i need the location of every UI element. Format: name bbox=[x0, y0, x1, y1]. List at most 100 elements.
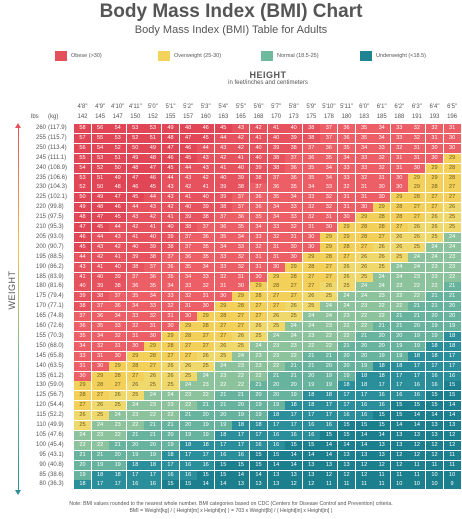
bmi-cell: 52 bbox=[126, 133, 144, 143]
bmi-cell: 29 bbox=[443, 153, 461, 163]
bmi-cell: 19 bbox=[338, 371, 355, 381]
bmi-cell: 19 bbox=[320, 381, 338, 391]
bmi-cell: 30 bbox=[443, 133, 461, 143]
bmi-cell: 10 bbox=[390, 480, 408, 490]
bmi-cell: 23 bbox=[426, 272, 443, 282]
bmi-cell: 53 bbox=[74, 173, 91, 183]
bmi-cell: 22 bbox=[91, 440, 109, 450]
bmi-cell: 12 bbox=[426, 450, 443, 460]
bmi-cell: 24 bbox=[109, 411, 127, 421]
bmi-cell: 25 bbox=[91, 411, 109, 421]
bmi-cell: 15 bbox=[267, 450, 285, 460]
arrow-up-icon bbox=[15, 123, 21, 128]
bmi-cell: 41 bbox=[197, 183, 215, 193]
bmi-cell: 12 bbox=[338, 470, 355, 480]
weight-kg-label: (88.5) bbox=[48, 253, 64, 260]
bmi-cell: 18 bbox=[302, 401, 320, 411]
bmi-cell: 24 bbox=[373, 282, 391, 292]
bmi-cell: 33 bbox=[373, 143, 391, 153]
bmi-cell: 24 bbox=[390, 262, 408, 272]
bmi-cell: 52 bbox=[91, 163, 109, 173]
weight-lbs-label: 195 bbox=[35, 253, 46, 260]
bmi-cell: 16 bbox=[355, 411, 373, 421]
bmi-cell: 32 bbox=[232, 262, 250, 272]
bmi-cell: 28 bbox=[408, 193, 426, 203]
bmi-cell: 36 bbox=[126, 282, 144, 292]
bmi-cell: 27 bbox=[285, 292, 303, 302]
bmi-cell: 17 bbox=[443, 361, 461, 371]
bmi-cell: 25 bbox=[443, 213, 461, 223]
bmi-cell: 15 bbox=[250, 450, 267, 460]
bmi-cell: 24 bbox=[267, 331, 285, 341]
bmi-cell: 16 bbox=[373, 391, 391, 401]
bmi-cell: 38 bbox=[250, 173, 267, 183]
bmi-cell: 35 bbox=[162, 272, 179, 282]
bmi-cell: 46 bbox=[179, 143, 197, 153]
bmi-cell: 36 bbox=[197, 232, 215, 242]
height-cm-label: 175 bbox=[306, 114, 317, 120]
bmi-cell: 27 bbox=[91, 391, 109, 401]
height-cm-label: 173 bbox=[288, 114, 299, 120]
bmi-cell: 11 bbox=[443, 460, 461, 470]
bmi-cell: 23 bbox=[162, 401, 179, 411]
bmi-cell: 42 bbox=[109, 242, 127, 252]
bmi-cell: 53 bbox=[91, 153, 109, 163]
bmi-cell: 18 bbox=[302, 391, 320, 401]
bmi-cell: 28 bbox=[197, 322, 215, 332]
bmi-cell: 51 bbox=[91, 173, 109, 183]
bmi-cell: 17 bbox=[285, 411, 303, 421]
bmi-cell: 21 bbox=[426, 292, 443, 302]
bmi-cell: 20 bbox=[162, 430, 179, 440]
bmi-cell: 25 bbox=[109, 401, 127, 411]
bmi-cell: 29 bbox=[250, 282, 267, 292]
bmi-cell: 40 bbox=[109, 262, 127, 272]
bmi-cell: 28 bbox=[302, 262, 320, 272]
bmi-cell: 28 bbox=[162, 341, 179, 351]
bmi-cell: 15 bbox=[443, 391, 461, 401]
bmi-cell: 49 bbox=[74, 203, 91, 213]
legend-label: Overweight (25-30) bbox=[174, 53, 222, 59]
bmi-cell: 35 bbox=[302, 163, 320, 173]
bmi-cell: 22 bbox=[214, 381, 232, 391]
bmi-cell: 18 bbox=[443, 341, 461, 351]
bmi-cell: 36 bbox=[267, 183, 285, 193]
bmi-cell: 29 bbox=[285, 262, 303, 272]
bmi-cell: 35 bbox=[126, 292, 144, 302]
bmi-cell: 28 bbox=[74, 391, 91, 401]
bmi-cell: 27 bbox=[144, 361, 162, 371]
bmi-cell: 39 bbox=[162, 232, 179, 242]
bmi-cell: 41 bbox=[162, 213, 179, 223]
bmi-cell: 24 bbox=[285, 322, 303, 332]
bmi-cell: 14 bbox=[320, 440, 338, 450]
bmi-cell: 43 bbox=[109, 232, 127, 242]
bmi-cell: 29 bbox=[426, 173, 443, 183]
bmi-cell: 20 bbox=[126, 440, 144, 450]
bmi-cell: 42 bbox=[162, 203, 179, 213]
bmi-cell: 23 bbox=[179, 391, 197, 401]
weight-kg-label: (111.1) bbox=[48, 154, 67, 161]
bmi-cell: 27 bbox=[214, 331, 232, 341]
bmi-cell: 29 bbox=[179, 322, 197, 332]
bmi-cell: 26 bbox=[373, 242, 391, 252]
bmi-cell: 29 bbox=[74, 381, 91, 391]
bmi-cell: 33 bbox=[250, 232, 267, 242]
weight-kg-label: (54.4) bbox=[48, 402, 64, 409]
bmi-cell: 39 bbox=[250, 163, 267, 173]
bmi-cell: 45 bbox=[91, 223, 109, 233]
bmi-cell: 19 bbox=[197, 421, 215, 431]
height-cm-label: 157 bbox=[183, 114, 194, 120]
bmi-cell: 14 bbox=[443, 401, 461, 411]
bmi-cell: 51 bbox=[109, 153, 127, 163]
height-ft-label: 5'1" bbox=[165, 104, 176, 110]
bmi-cell: 27 bbox=[443, 193, 461, 203]
weight-kg-label: (95.3) bbox=[48, 224, 64, 230]
bmi-cell: 24 bbox=[214, 361, 232, 371]
weight-lbs-label: 245 bbox=[35, 154, 46, 161]
bmi-cell: 24 bbox=[443, 232, 461, 242]
bmi-cell: 19 bbox=[232, 411, 250, 421]
bmi-cell: 38 bbox=[285, 143, 303, 153]
bmi-cell: 14 bbox=[285, 460, 303, 470]
height-cm-label: 191 bbox=[411, 114, 422, 120]
bmi-cell: 28 bbox=[373, 223, 391, 233]
bmi-cell: 22 bbox=[355, 322, 373, 332]
